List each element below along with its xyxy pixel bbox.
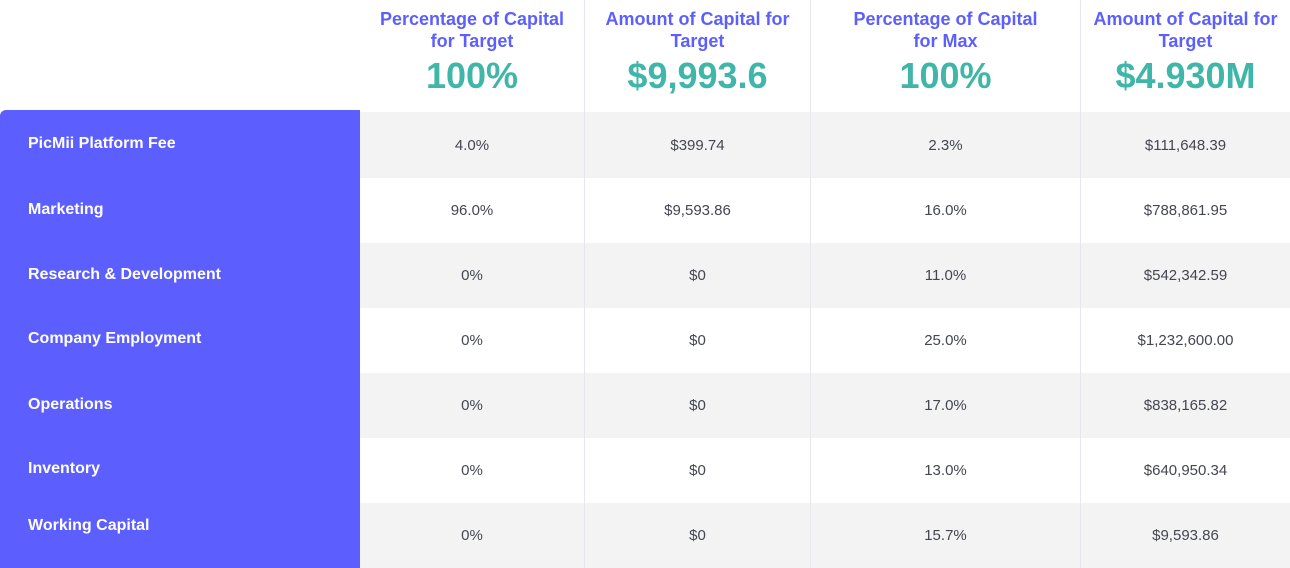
column-title-line: Amount of Capital for <box>1093 9 1278 29</box>
table-row: 0% $0 13.0% $640,950.34 <box>360 438 1290 503</box>
row-label-operations: Operations <box>28 396 113 413</box>
column-total: $9,993.6 <box>627 55 768 96</box>
table-cell: $9,593.86 <box>584 178 810 243</box>
table-cell: $0 <box>584 308 810 373</box>
table-cell: $0 <box>584 503 810 568</box>
table-cell: 0% <box>461 527 483 544</box>
table-cell: $788,861.95 <box>1080 178 1290 243</box>
table-cell: 0% <box>461 462 483 479</box>
column-header-percentage-max: Percentage of Capital for Max 100% <box>810 0 1080 112</box>
table-row: 4.0% $399.74 2.3% $111,648.39 <box>360 112 1290 178</box>
row-label-working-capital: Working Capital <box>28 517 150 534</box>
table-cell: 4.0% <box>454 136 490 154</box>
table-cell: 96.0% <box>450 202 494 219</box>
column-header-amount-target: Amount of Capital for Target $9,993.6 <box>584 0 810 112</box>
row-label-marketing: Marketing <box>28 201 104 218</box>
column-total: 100% <box>899 55 992 96</box>
column-title: Percentage of Capital for Target <box>360 8 584 52</box>
column-title: Amount of Capital for Target <box>585 8 810 52</box>
table-cell: 0% <box>461 397 483 414</box>
table-cell: $640,950.34 <box>1080 438 1290 503</box>
column-title-line: Amount of Capital for <box>605 9 790 29</box>
table-cell: $9,593.86 <box>1080 503 1290 568</box>
column-total: $4.930M <box>1115 55 1256 96</box>
table-cell: 0% <box>461 267 483 284</box>
table-row: 0% $0 11.0% $542,342.59 <box>360 243 1290 308</box>
table-cell: 11.0% <box>810 243 1080 308</box>
table-cell: $542,342.59 <box>1080 243 1290 308</box>
row-label-inventory: Inventory <box>28 460 101 477</box>
table-cell: $838,165.82 <box>1080 373 1290 438</box>
table-row: 0% $0 25.0% $1,232,600.00 <box>360 308 1290 373</box>
table-cell: 13.0% <box>810 438 1080 503</box>
column-title-line: for Max <box>913 31 978 51</box>
row-label-sidebar: PicMii Platform Fee Marketing Research &… <box>0 110 360 568</box>
column-header-amount-max: Amount of Capital for Target $4.930M <box>1080 0 1290 112</box>
column-title-line: Target <box>1158 31 1213 51</box>
table-cell: $111,648.39 <box>1080 112 1290 178</box>
column-title-line: for Target <box>430 31 514 51</box>
row-label-research-development: Research & Development <box>28 266 221 283</box>
table-cell: $0 <box>584 438 810 503</box>
table-cell: $399.74 <box>584 112 810 178</box>
table-row: 0% $0 17.0% $838,165.82 <box>360 373 1290 438</box>
column-header-percentage-target: Percentage of Capital for Target 100% <box>360 0 584 112</box>
column-title-line: Percentage of Capital <box>379 9 565 29</box>
row-label-company-employment: Company Employment <box>28 330 202 347</box>
row-label-platform-fee: PicMii Platform Fee <box>28 135 176 152</box>
table-cell: $0 <box>584 243 810 308</box>
table-row: 0% $0 15.7% $9,593.86 <box>360 503 1290 568</box>
table-cell: $1,232,600.00 <box>1080 308 1290 373</box>
table-cell: 16.0% <box>810 178 1080 243</box>
column-title: Percentage of Capital for Max <box>811 8 1080 52</box>
table-cell: 25.0% <box>810 308 1080 373</box>
table-cell: 0% <box>461 332 483 349</box>
column-title: Amount of Capital for Target <box>1081 8 1290 52</box>
table-cell: $0 <box>584 373 810 438</box>
table-cell: 15.7% <box>810 503 1080 568</box>
table-cell: 2.3% <box>810 112 1080 178</box>
table-cell: 17.0% <box>810 373 1080 438</box>
column-title-line: Percentage of Capital <box>853 9 1038 29</box>
column-title-line: Target <box>670 31 725 51</box>
table-row: 96.0% $9,593.86 16.0% $788,861.95 <box>360 178 1290 243</box>
column-total: 100% <box>425 55 519 96</box>
